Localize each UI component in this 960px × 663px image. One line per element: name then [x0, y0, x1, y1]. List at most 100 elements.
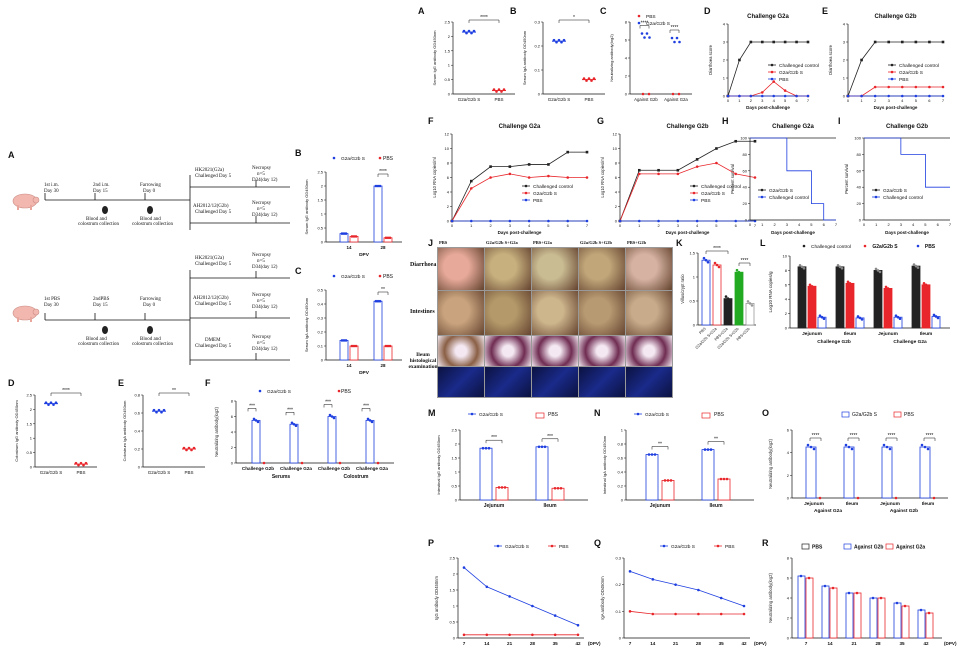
x-tick-label: PBS [698, 327, 707, 336]
data-point [666, 479, 670, 482]
y-tick-label: 6 [447, 175, 450, 180]
data-point [820, 315, 824, 319]
y-tick-label: 8 [231, 399, 234, 404]
data-point [500, 486, 504, 489]
data-point [772, 94, 776, 98]
data-point [748, 302, 752, 305]
chart-title: Challenge G2b [666, 124, 708, 130]
data-point [726, 94, 730, 98]
y-tick-label: 40 [857, 185, 862, 190]
legend-label: G2a/G2b S [899, 70, 923, 76]
bar [921, 284, 931, 329]
y-tick-label: 0 [619, 636, 622, 641]
data-point [500, 90, 503, 93]
x-axis-label: Days post-challenge [771, 230, 815, 235]
timeline-colostrum: colostrum collection [78, 222, 119, 227]
x-tick-label: Jejunum [802, 331, 822, 337]
data-point [84, 461, 88, 465]
data-point [332, 416, 336, 420]
diarrhoea-photo [437, 247, 485, 291]
bar [883, 288, 893, 329]
data-point [653, 453, 657, 456]
timeline-day15: Day 15 [93, 189, 108, 194]
data-point [155, 410, 158, 414]
data-point [582, 77, 586, 80]
data-point [928, 85, 931, 89]
timeline-row-1 [44, 175, 290, 230]
timeline-blood: Blood and [140, 217, 161, 222]
data-point [737, 270, 741, 274]
y-axis-label: Serum IgA antibody OD450nm [304, 297, 309, 352]
y-tick-label: 0 [745, 218, 748, 223]
data-point [262, 461, 266, 465]
data-point [374, 299, 378, 303]
legend-marker [692, 184, 696, 188]
y-tick-label: 1.5 [451, 456, 457, 461]
x-tick-label: 21 [673, 641, 679, 646]
y-axis-label: Neutralizing antibody(log2) [609, 34, 614, 82]
data-point [903, 604, 907, 608]
data-point [585, 219, 589, 223]
data-point [695, 219, 699, 223]
bar [349, 345, 359, 361]
bar [495, 487, 509, 501]
x-tick-label: 28 [380, 245, 386, 250]
fluorescence-photo [437, 366, 485, 398]
panel-label: H [722, 116, 729, 126]
legend-label: PBS [725, 544, 735, 550]
x-tick-label: 21 [507, 641, 513, 646]
data-point [566, 219, 570, 223]
y-tick-label: 10 [445, 146, 450, 151]
y-tick-label: 0.2 [134, 447, 140, 452]
timeline-row-2 [44, 270, 290, 365]
data-point [388, 344, 392, 348]
y-tick-label: 0.3 [317, 316, 323, 321]
x-tick-label: 2 [887, 222, 890, 227]
data-point [640, 32, 644, 35]
y-tick-label: 0 [615, 219, 618, 224]
data-point [795, 94, 798, 98]
bar [807, 285, 817, 329]
significance-mark: **** [671, 25, 679, 31]
timeline-farrowing: Farrowing [140, 183, 161, 188]
data-point [328, 413, 332, 417]
y-tick-label: 10 [783, 254, 788, 259]
panel-label: J [428, 238, 434, 248]
significance-mark: ** [172, 388, 176, 394]
data-point [556, 486, 560, 490]
data-point [941, 94, 945, 98]
timeline-1st-im: 1st i.m. [44, 183, 59, 188]
data-point [896, 315, 900, 319]
y-tick-label: 0 [448, 92, 451, 97]
y-tick-label: 0 [138, 465, 141, 470]
y-tick-label: 0.8 [617, 442, 623, 447]
data-point [888, 447, 892, 451]
data-point [628, 610, 632, 613]
significance-mark: **** [713, 246, 721, 252]
x-tick-label: 1 [638, 223, 641, 228]
y-tick-label: 1 [453, 604, 456, 609]
legend-marker [770, 70, 774, 74]
legend-label: G2a/G2b S [872, 244, 898, 250]
data-point [465, 31, 468, 35]
y-tick-label: 0.4 [617, 470, 623, 475]
legend-label: PBS [714, 412, 725, 418]
x-tick-label: 1 [875, 222, 878, 227]
bar [901, 605, 910, 639]
chart-iga-decay: 0 0.1 0.2 0.3 IgA antibody OD450nm G2a/G2b S P… [600, 544, 767, 646]
x-tick-label: Ileum [709, 503, 723, 509]
data-point [760, 94, 764, 98]
chart-serum-igg-dpv: 0 0.5 1 1.5 2 2.5 Serum IgG antibody OD450nm G2… [304, 156, 402, 258]
x-axis-label: DPV [359, 370, 370, 376]
y-tick-label: 0.2 [615, 582, 621, 587]
legend-marker [802, 244, 806, 248]
data-point [44, 401, 48, 404]
legend-label: G2a/G2b S [852, 412, 878, 418]
data-point [840, 267, 844, 270]
y-tick-label: 2 [321, 184, 324, 189]
data-point [162, 408, 166, 412]
panel-label: O [762, 408, 770, 418]
bar [339, 340, 349, 361]
y-tick-label: 0.4 [317, 302, 323, 307]
data-point [489, 219, 492, 223]
